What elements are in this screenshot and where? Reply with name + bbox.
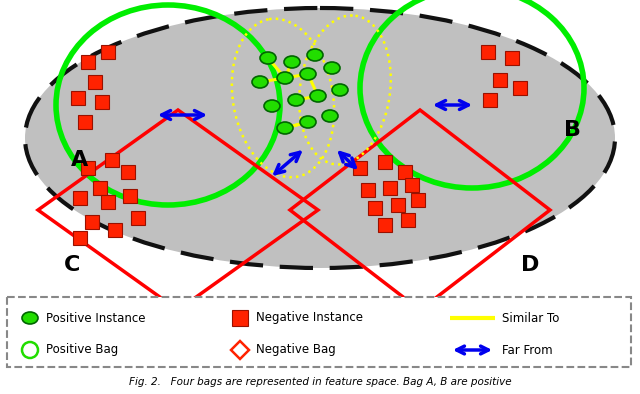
Bar — [85, 215, 99, 229]
Text: B: B — [563, 120, 580, 140]
Bar — [378, 218, 392, 232]
Ellipse shape — [322, 110, 338, 122]
Ellipse shape — [264, 100, 280, 112]
Bar — [513, 81, 527, 95]
Text: Far From: Far From — [502, 344, 552, 357]
Bar — [505, 51, 519, 65]
Bar — [81, 161, 95, 175]
Text: Positive Bag: Positive Bag — [46, 344, 118, 357]
Ellipse shape — [300, 116, 316, 128]
Bar — [131, 211, 145, 225]
Text: Positive Instance: Positive Instance — [46, 312, 145, 325]
Ellipse shape — [324, 62, 340, 74]
Ellipse shape — [310, 90, 326, 102]
Bar — [232, 310, 248, 326]
Text: Fig. 2.   Four bags are represented in feature space. Bag A, B are positive: Fig. 2. Four bags are represented in fea… — [129, 377, 511, 387]
Bar — [391, 198, 405, 212]
Ellipse shape — [252, 76, 268, 88]
Bar — [93, 181, 107, 195]
Bar — [81, 55, 95, 69]
Bar — [71, 91, 85, 105]
Bar — [483, 93, 497, 107]
Bar — [378, 155, 392, 169]
Text: Negative Instance: Negative Instance — [256, 312, 363, 325]
Text: Similar To: Similar To — [502, 312, 559, 325]
Bar — [73, 231, 87, 245]
Bar — [411, 193, 425, 207]
Text: Negative Bag: Negative Bag — [256, 344, 336, 357]
Bar — [353, 161, 367, 175]
Bar — [493, 73, 507, 87]
Bar — [121, 165, 135, 179]
Bar — [481, 45, 495, 59]
Bar — [88, 75, 102, 89]
Bar — [101, 45, 115, 59]
Bar — [108, 223, 122, 237]
Ellipse shape — [25, 8, 615, 268]
Bar — [73, 191, 87, 205]
Ellipse shape — [332, 84, 348, 96]
Bar — [105, 153, 119, 167]
Bar — [78, 115, 92, 129]
Bar — [405, 178, 419, 192]
Bar — [398, 165, 412, 179]
Text: D: D — [521, 255, 539, 275]
Bar — [123, 189, 137, 203]
FancyBboxPatch shape — [7, 297, 631, 367]
Ellipse shape — [277, 122, 293, 134]
Ellipse shape — [277, 72, 293, 84]
Bar — [383, 181, 397, 195]
Text: A: A — [72, 150, 88, 170]
Ellipse shape — [288, 94, 304, 106]
Ellipse shape — [22, 312, 38, 324]
Bar — [401, 213, 415, 227]
Bar — [368, 201, 382, 215]
Bar — [101, 195, 115, 209]
Text: C: C — [64, 255, 80, 275]
Bar — [361, 183, 375, 197]
Ellipse shape — [300, 68, 316, 80]
Ellipse shape — [260, 52, 276, 64]
Ellipse shape — [284, 56, 300, 68]
Bar — [95, 95, 109, 109]
Ellipse shape — [307, 49, 323, 61]
